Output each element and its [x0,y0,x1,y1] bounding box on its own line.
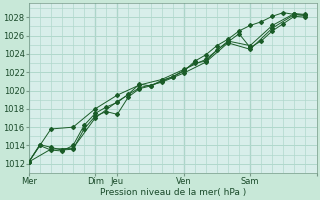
X-axis label: Pression niveau de la mer( hPa ): Pression niveau de la mer( hPa ) [100,188,246,197]
